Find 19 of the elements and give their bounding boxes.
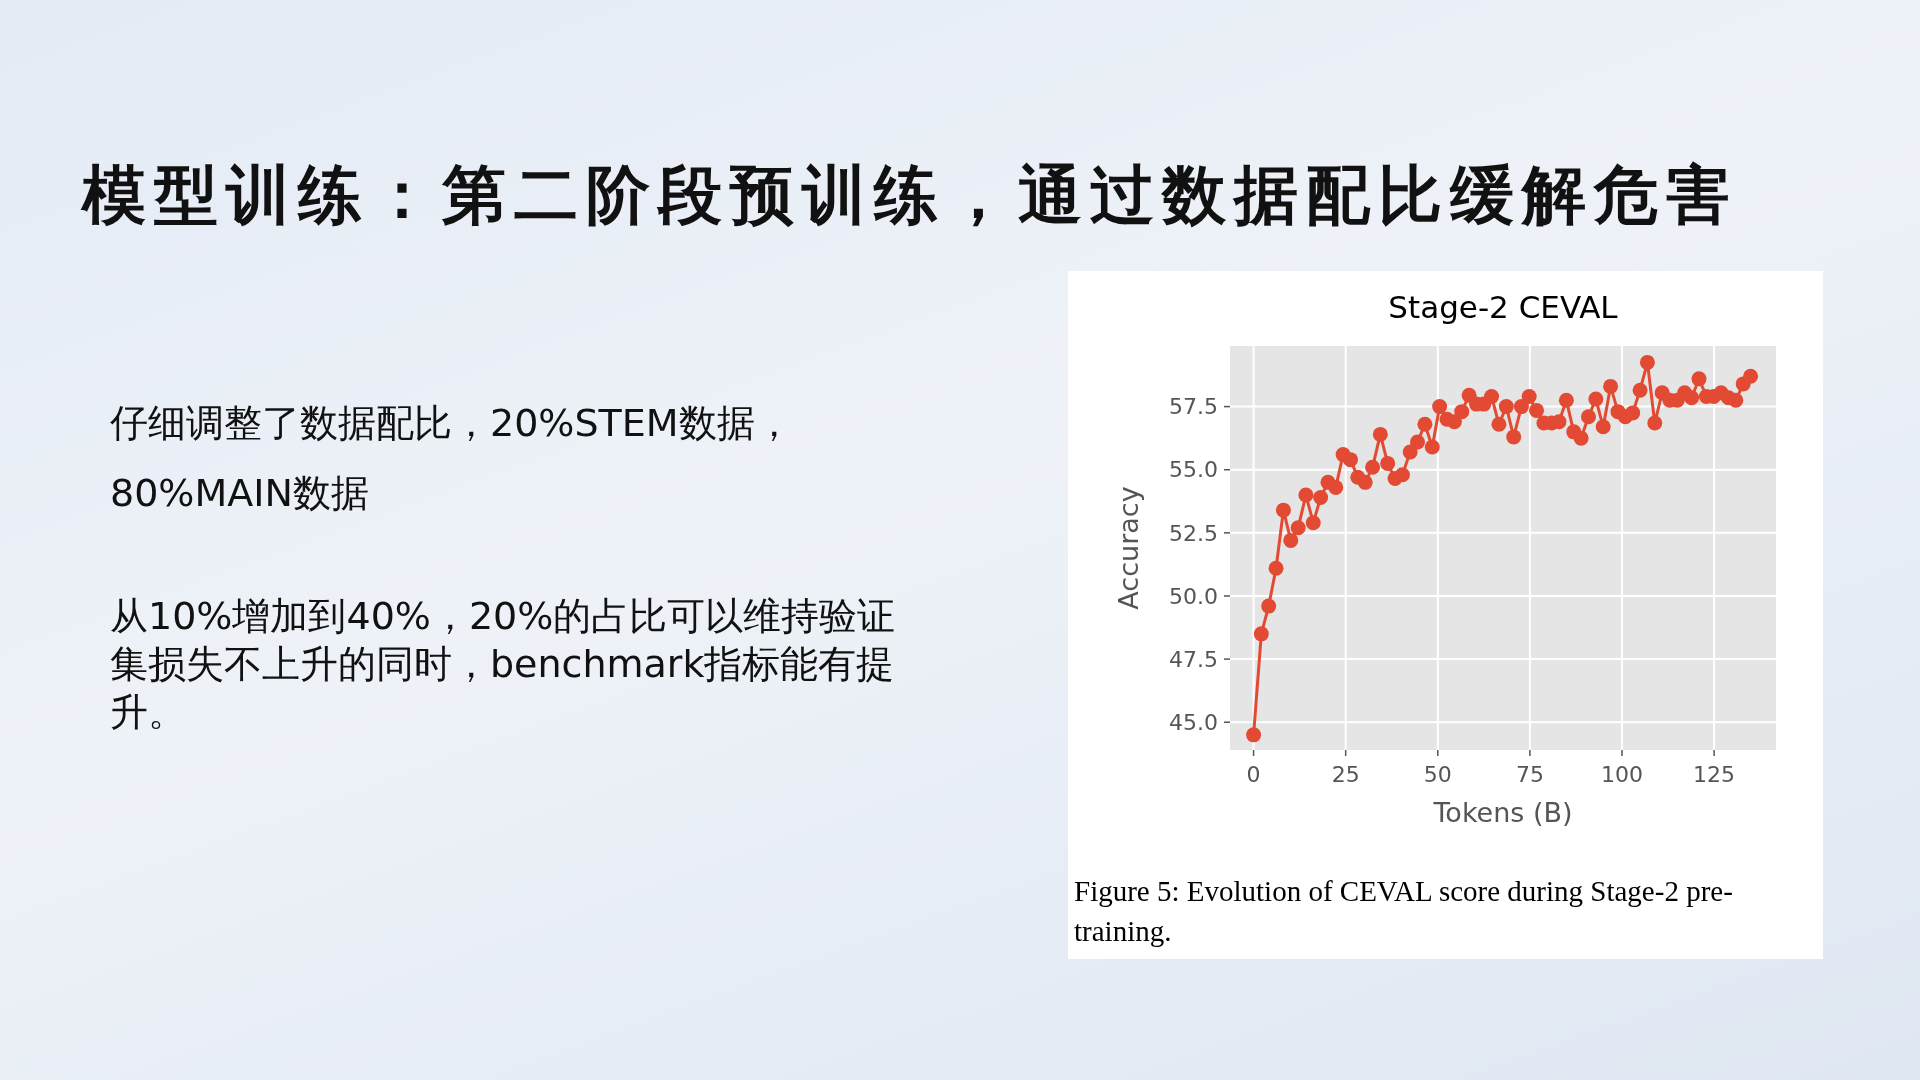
x-tick-label: 125 (1693, 762, 1736, 787)
caption: Figure 5: Evolution of CEVAL score during Stage-2 pre-training. (1073, 874, 1734, 949)
y-tick-label: 55.0 (1169, 457, 1218, 483)
y-tick-label: 52.5 (1169, 520, 1218, 546)
x-tick-label: 100 (1601, 762, 1643, 787)
text: 从10%增加到40%，20%的占比可以维持验证集损失不上升的同时，benchmark指标能有提升。 (110, 593, 897, 736)
text: 模型训练：第二阶段预训练，通过数据配比缓解危害 (82, 157, 1739, 234)
y-tick-label: 50.0 (1169, 583, 1218, 609)
y-axis-title: Accuracy (1113, 486, 1144, 610)
x-tick-label: 25 (1331, 762, 1360, 787)
chart-title: Stage-2 CEVAL (1388, 289, 1619, 325)
x-tick-label: 50 (1423, 762, 1452, 787)
y-tick-label: 47.5 (1169, 646, 1218, 672)
x-axis-title: Tokens (B) (1432, 797, 1573, 828)
text: 仔细调整了数据配比，20%STEM数据，80%MAIN数据 (110, 400, 794, 517)
y-tick-label: 45.0 (1169, 709, 1218, 735)
x-tick-label: 75 (1515, 762, 1544, 787)
x-tick-label: 0 (1246, 762, 1261, 787)
y-tick-label: 57.5 (1169, 394, 1218, 420)
